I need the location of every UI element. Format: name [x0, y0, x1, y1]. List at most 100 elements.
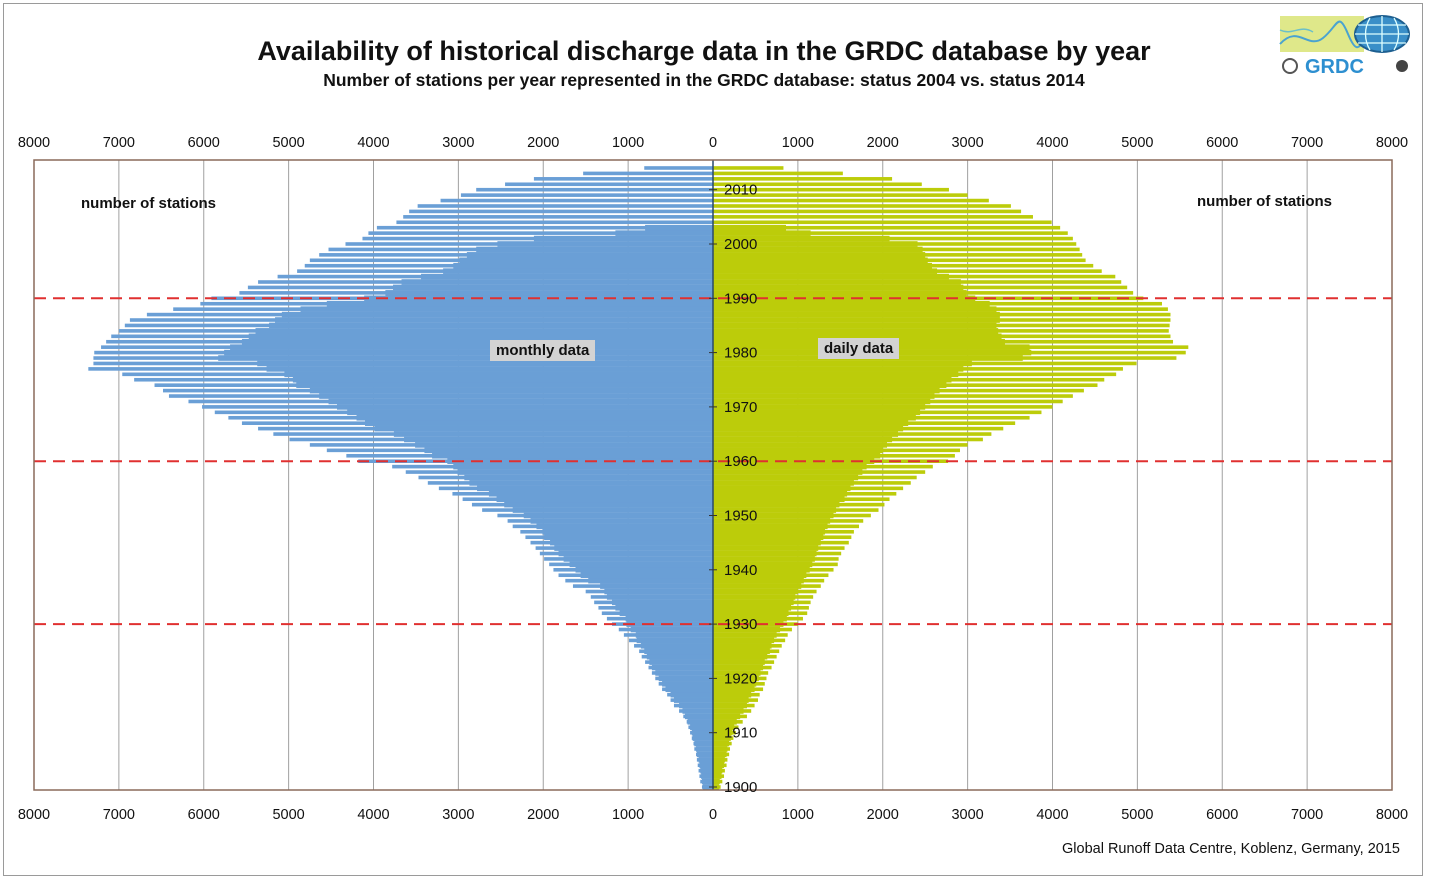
bar-monthly-2004 — [459, 257, 713, 264]
bar-monthly-2004 — [401, 279, 713, 285]
bar-daily-2004 — [713, 740, 730, 747]
bar-monthly-2004 — [374, 425, 713, 432]
bar-daily-2004 — [713, 702, 747, 709]
bar-daily-2004 — [713, 496, 845, 503]
bar-monthly-2014 — [583, 171, 713, 176]
bar-monthly-2004 — [600, 583, 713, 589]
year-tick-label: 1970 — [724, 399, 757, 416]
bar-monthly-2004 — [512, 507, 713, 513]
plot-frame — [33, 159, 1393, 791]
bar-monthly-2004 — [476, 246, 713, 253]
bar-monthly-2004 — [453, 262, 713, 269]
bar-monthly-2004 — [488, 490, 713, 497]
bar-daily-2004 — [713, 605, 792, 611]
bar-monthly-2004 — [300, 306, 713, 312]
bar-monthly-2014 — [644, 166, 713, 170]
bar-monthly-2004 — [558, 550, 713, 557]
bar-daily-2004 — [713, 773, 722, 779]
bar-daily-2014 — [713, 187, 949, 192]
bar-monthly-2004 — [640, 643, 713, 649]
bar-daily-2004 — [713, 284, 964, 291]
bar-daily-2004 — [713, 719, 737, 725]
bar-daily-2004 — [713, 501, 840, 508]
bar-monthly-2004 — [415, 442, 713, 448]
bar-daily-2004 — [713, 572, 807, 579]
bar-daily-2004 — [713, 588, 798, 595]
bar-monthly-2004 — [275, 317, 713, 323]
bar-monthly-2004 — [542, 528, 713, 535]
x-tick-label-top: 3000 — [951, 135, 983, 151]
bar-daily-2004 — [713, 599, 794, 606]
bar-monthly-2004 — [700, 767, 713, 774]
bar-monthly-2004 — [694, 740, 713, 747]
bar-daily-2004 — [713, 697, 749, 703]
bar-daily-2004 — [713, 583, 802, 589]
bar-monthly-2004 — [615, 230, 713, 236]
monthly-data-label: monthly data — [490, 340, 596, 361]
bar-daily-2004 — [713, 360, 972, 367]
bar-daily-2004 — [713, 567, 810, 573]
bar-daily-2004 — [713, 409, 921, 416]
bar-monthly-2004 — [337, 404, 713, 410]
year-tick-label: 1960 — [724, 453, 757, 470]
bar-daily-2004 — [713, 311, 1000, 318]
bar-monthly-2004 — [523, 512, 713, 519]
bar-monthly-2014 — [533, 177, 713, 181]
x-tick-label-top: 3000 — [442, 135, 474, 151]
x-tick-label-top: 1000 — [612, 135, 644, 151]
bar-daily-2004 — [713, 268, 938, 274]
x-tick-label-bottom: 7000 — [103, 807, 135, 823]
bar-daily-2014 — [713, 193, 968, 197]
bar-monthly-2004 — [347, 409, 713, 416]
bar-daily-2004 — [713, 708, 744, 714]
year-tick-label: 1940 — [724, 562, 757, 579]
bar-daily-2014 — [713, 182, 922, 187]
x-tick-label-top: 8000 — [18, 135, 50, 151]
bar-daily-2014 — [713, 225, 1061, 230]
x-tick-label-bottom: 5000 — [272, 807, 304, 823]
bar-monthly-2014 — [505, 182, 713, 187]
bar-daily-2014 — [713, 236, 1073, 241]
bar-monthly-2004 — [644, 648, 713, 655]
bar-monthly-2004 — [385, 290, 713, 296]
bar-monthly-2004 — [457, 469, 713, 475]
bar-daily-2004 — [713, 279, 961, 285]
bar-monthly-2004 — [393, 431, 713, 437]
bar-monthly-2004 — [682, 708, 713, 714]
bar-monthly-2004 — [319, 393, 713, 399]
bar-daily-2004 — [713, 767, 723, 774]
bar-daily-2004 — [713, 534, 824, 541]
bar-daily-2004 — [713, 485, 851, 492]
x-tick-label-top: 0 — [709, 135, 717, 151]
x-tick-label-bottom: 0 — [709, 807, 717, 823]
x-tick-label-top: 8000 — [1376, 135, 1408, 151]
bar-monthly-2014 — [440, 198, 713, 203]
bar-monthly-2004 — [404, 436, 713, 443]
x-tick-label-top: 2000 — [527, 135, 559, 151]
bar-monthly-2004 — [326, 300, 713, 307]
bar-monthly-2004 — [447, 458, 713, 464]
bar-monthly-2004 — [544, 534, 713, 541]
bar-monthly-2004 — [530, 518, 713, 524]
bar-daily-2004 — [713, 594, 796, 600]
bar-daily-2004 — [713, 659, 765, 665]
bar-daily-2004 — [713, 295, 976, 302]
bar-monthly-2004 — [580, 572, 713, 579]
bar-daily-2004 — [713, 414, 916, 421]
bar-daily-2004 — [713, 317, 1000, 323]
bar-daily-2004 — [713, 746, 728, 752]
bar-daily-2004 — [713, 235, 890, 242]
bar-daily-2004 — [713, 393, 935, 399]
bar-monthly-2004 — [701, 778, 713, 785]
bar-daily-2004 — [713, 300, 990, 307]
bar-monthly-2004 — [615, 605, 713, 611]
bar-daily-2004 — [713, 648, 770, 655]
right-axis-label: number of stations — [1197, 193, 1333, 210]
bar-daily-2004 — [713, 366, 964, 372]
bar-daily-2004 — [713, 686, 755, 693]
bar-monthly-2004 — [328, 398, 713, 405]
bar-daily-2004 — [713, 469, 863, 475]
bar-monthly-2004 — [611, 599, 713, 606]
x-tick-label-top: 6000 — [1206, 135, 1238, 151]
bar-monthly-2004 — [679, 702, 713, 709]
